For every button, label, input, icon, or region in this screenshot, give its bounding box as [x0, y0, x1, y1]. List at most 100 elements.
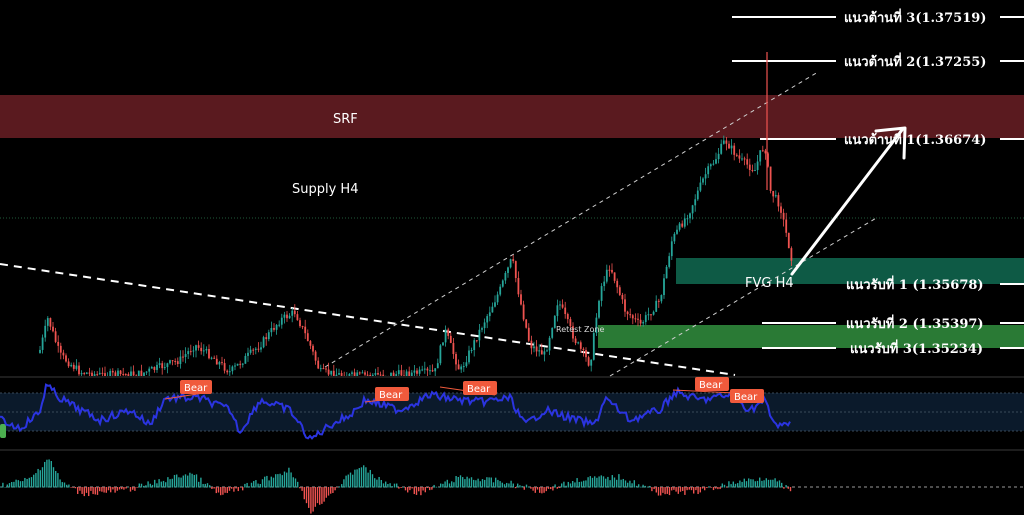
candle-body: [660, 295, 663, 302]
candle-body: [189, 351, 192, 353]
candle-body: [556, 305, 559, 316]
histogram-bar: [213, 487, 215, 489]
histogram-bar: [721, 483, 723, 488]
histogram-bar: [303, 487, 305, 500]
histogram-bar: [679, 487, 682, 492]
histogram-bar: [26, 478, 28, 488]
histogram-bar: [686, 487, 688, 491]
srf-label: SRF: [333, 112, 358, 127]
candle-body: [444, 329, 447, 343]
histogram-bar: [35, 473, 37, 488]
candle-body: [39, 349, 41, 353]
histogram-bar: [22, 481, 24, 488]
candle-body: [83, 373, 86, 375]
retest-label: Retest Zone: [556, 325, 604, 334]
histogram-bar: [569, 483, 572, 488]
histogram-bar: [574, 482, 576, 488]
candle-body: [681, 223, 684, 227]
candle-body: [717, 153, 720, 160]
histogram-bar: [506, 482, 508, 488]
histogram-bar: [391, 486, 393, 488]
histogram-bar: [325, 487, 327, 498]
candle-body: [535, 346, 538, 352]
histogram-bar: [684, 487, 686, 495]
histogram-bar: [411, 487, 413, 489]
candle-body: [655, 300, 658, 312]
histogram-bar: [61, 482, 63, 488]
histogram-bar: [607, 476, 609, 488]
candle-body: [637, 318, 639, 320]
candle-body: [595, 317, 598, 334]
candle-body: [790, 248, 793, 261]
candle-body: [754, 170, 756, 172]
histogram-bar: [316, 487, 319, 504]
candle-body: [200, 347, 203, 352]
histogram-bar: [358, 468, 360, 488]
candle-body: [397, 370, 400, 375]
candle-body: [569, 319, 572, 327]
candle-body: [395, 374, 398, 376]
candle-body: [262, 337, 265, 348]
candle-body: [743, 158, 746, 160]
histogram-bar: [468, 478, 470, 488]
histogram-bar: [4, 486, 6, 488]
histogram-bar: [156, 483, 158, 488]
histogram-bar: [576, 478, 578, 488]
histogram-bar: [125, 487, 127, 489]
candle-body: [195, 345, 197, 351]
histogram-bar: [305, 487, 308, 504]
candle-body: [540, 350, 543, 355]
histogram-bar: [587, 477, 589, 488]
candle-body: [616, 280, 619, 288]
histogram-bar: [15, 479, 17, 488]
histogram-bar: [195, 474, 198, 488]
candle-body: [57, 341, 60, 346]
candle-body: [733, 145, 736, 155]
histogram-bar: [367, 472, 369, 488]
histogram-bar: [165, 482, 167, 488]
histogram-bar: [673, 487, 675, 490]
histogram-bar: [787, 487, 789, 489]
candle-body: [137, 370, 140, 376]
candle-body: [421, 369, 424, 371]
fvg-zone: [676, 258, 1024, 284]
histogram-bar: [288, 467, 290, 488]
candle-body: [75, 365, 78, 369]
histogram-bar: [737, 483, 739, 488]
candle-body: [301, 326, 304, 328]
candle-body: [764, 150, 767, 154]
histogram-bar: [741, 481, 743, 488]
candle-body: [413, 370, 416, 373]
histogram-bar: [308, 487, 310, 508]
svg-text:Bear: Bear: [699, 380, 723, 391]
histogram-bar: [149, 483, 151, 488]
rsi-line: [0, 383, 791, 440]
bear-badge-2: Bear: [364, 387, 409, 403]
histogram-bar: [283, 471, 286, 488]
candle-body: [54, 331, 57, 342]
histogram-bar: [539, 487, 541, 493]
histogram-bar: [200, 477, 202, 488]
candle-body: [530, 340, 533, 349]
candle-body: [176, 361, 179, 365]
histogram-bar: [72, 487, 74, 488]
histogram-bar: [772, 479, 774, 488]
candle-body: [436, 363, 439, 369]
histogram-bar: [723, 484, 726, 488]
histogram-bar: [101, 487, 103, 492]
histogram-bar: [400, 487, 402, 488]
candle-body: [46, 318, 49, 326]
histogram-bar: [160, 481, 162, 488]
candle-body: [769, 166, 772, 191]
histogram-bar: [596, 477, 598, 488]
candle-body: [267, 332, 270, 340]
candle-body: [613, 272, 616, 281]
candle-body: [709, 164, 712, 167]
histogram-bar: [39, 470, 41, 488]
histogram-bar: [759, 477, 761, 488]
histogram-bar: [182, 475, 184, 488]
candle-body: [218, 362, 221, 365]
candle-body: [174, 361, 177, 363]
histogram-bar: [431, 487, 433, 490]
candle-body: [527, 327, 530, 341]
